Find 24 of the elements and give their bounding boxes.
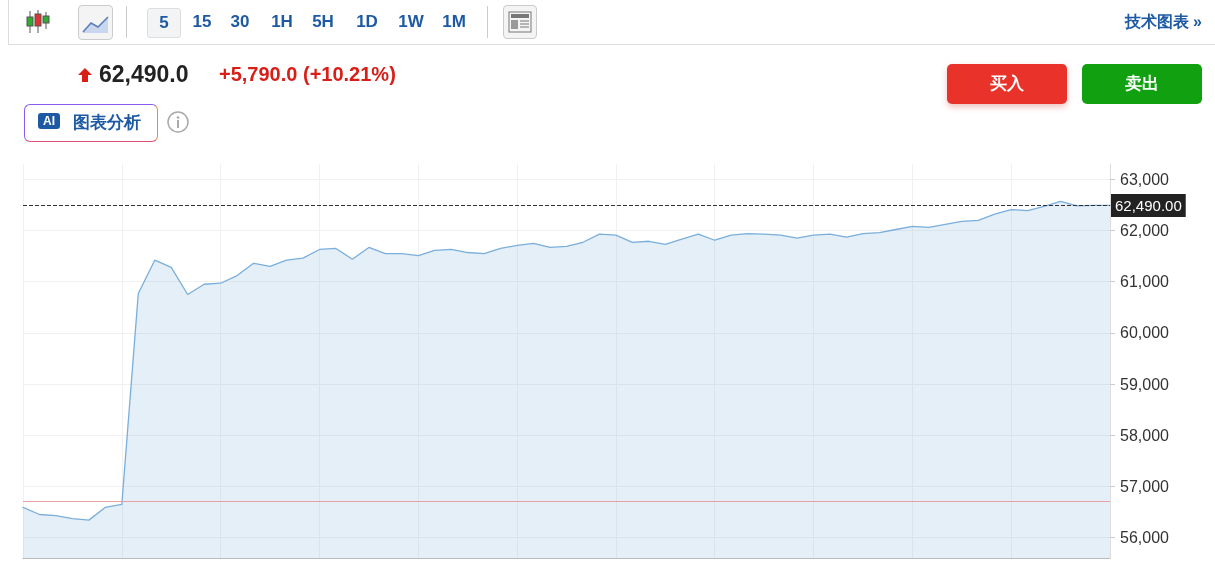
text: 1D	[355, 11, 379, 33]
y-tick-label: 63,000	[1120, 170, 1170, 188]
text: 5H	[311, 11, 335, 33]
y-tick-label: 57,000	[1120, 477, 1170, 495]
text: 1H	[270, 11, 294, 33]
y-tick-label: 56,000	[1120, 529, 1170, 547]
ref-line-label: 62,490.00	[1115, 196, 1182, 214]
text: 1M	[441, 11, 467, 33]
text: 30	[229, 11, 251, 33]
text: 卖出	[1082, 64, 1202, 104]
chart-title: 62,490.0	[99, 61, 189, 88]
y-tick-label: 59,000	[1120, 375, 1170, 393]
y-tick-label: 61,000	[1120, 273, 1170, 291]
text: 15	[191, 11, 213, 33]
y-tick-label: 62,000	[1120, 222, 1170, 240]
y-tick-label: 58,000	[1120, 426, 1170, 444]
text: 5	[147, 8, 181, 38]
text: 技术图表 »	[1124, 12, 1202, 32]
text: AI	[38, 113, 60, 129]
text: 1W	[397, 11, 425, 33]
text: 买入	[947, 64, 1067, 104]
text: 图表分析	[73, 112, 141, 134]
y-tick-label: 60,000	[1120, 324, 1170, 342]
chart-subtitle: +5,790.0 (+10.21%)	[219, 63, 396, 86]
